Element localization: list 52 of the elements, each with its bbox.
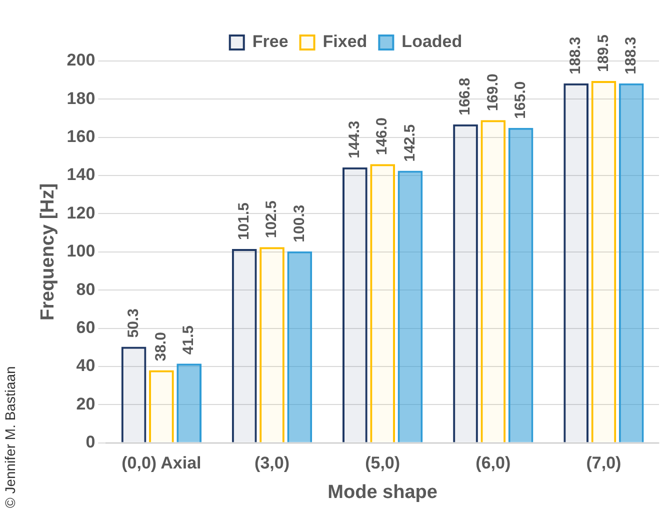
x-tick-label: (0,0) Axial (122, 454, 202, 473)
legend-label: Free (252, 32, 288, 52)
y-axis-title: Frequency [Hz] (38, 183, 59, 321)
bar (260, 247, 284, 442)
bar (564, 83, 589, 442)
data-label: 100.3 (290, 204, 308, 242)
x-tick-label: (3,0) (254, 454, 290, 473)
data-label: 142.5 (401, 124, 418, 162)
y-tick-label: 80 (76, 280, 96, 299)
y-tick-label: 140 (66, 165, 96, 184)
data-label: 169.0 (484, 74, 502, 112)
y-tick-label: 20 (76, 394, 96, 414)
data-label: 38.0 (152, 332, 170, 362)
y-tick-label: 180 (66, 88, 96, 108)
data-label: 144.3 (346, 120, 364, 158)
bar (370, 164, 396, 442)
y-tick-label: 120 (66, 203, 96, 222)
y-tick-label: 0 (86, 432, 96, 452)
y-tick-label: 60 (76, 318, 96, 337)
data-label: 188.3 (567, 36, 584, 74)
text: © Jennifer M. Bastiaan (2, 366, 18, 508)
bar (453, 124, 478, 442)
data-label: 189.5 (594, 34, 612, 72)
x-axis-title: Mode shape (328, 482, 438, 503)
bar (232, 249, 257, 442)
y-tick-label: 40 (76, 356, 96, 376)
data-label: 146.0 (374, 118, 391, 156)
bar (398, 170, 423, 442)
bar (149, 370, 174, 442)
bar (508, 128, 534, 442)
x-tick-label: (5,0) (365, 454, 400, 473)
x-tick-label: (6,0) (476, 454, 511, 473)
x-tick-label: (7,0) (586, 454, 622, 473)
data-label: 41.5 (180, 325, 198, 355)
data-label: 165.0 (512, 81, 529, 119)
data-label: 50.3 (124, 308, 142, 338)
data-label: 166.8 (456, 78, 474, 116)
y-tick-label: 160 (66, 127, 96, 146)
bar (287, 251, 312, 442)
bar (342, 167, 368, 442)
bar (480, 120, 506, 442)
data-label: 101.5 (236, 202, 253, 240)
legend-label: Loaded (402, 32, 462, 52)
bar (121, 346, 146, 442)
y-tick-label: 200 (66, 50, 96, 70)
y-tick-label: 100 (66, 242, 96, 261)
data-label: 188.3 (622, 36, 640, 74)
legend-label: Fixed (322, 32, 368, 52)
bar (591, 81, 616, 442)
bar (176, 364, 202, 442)
bar (618, 83, 644, 442)
data-label: 102.5 (263, 200, 280, 238)
